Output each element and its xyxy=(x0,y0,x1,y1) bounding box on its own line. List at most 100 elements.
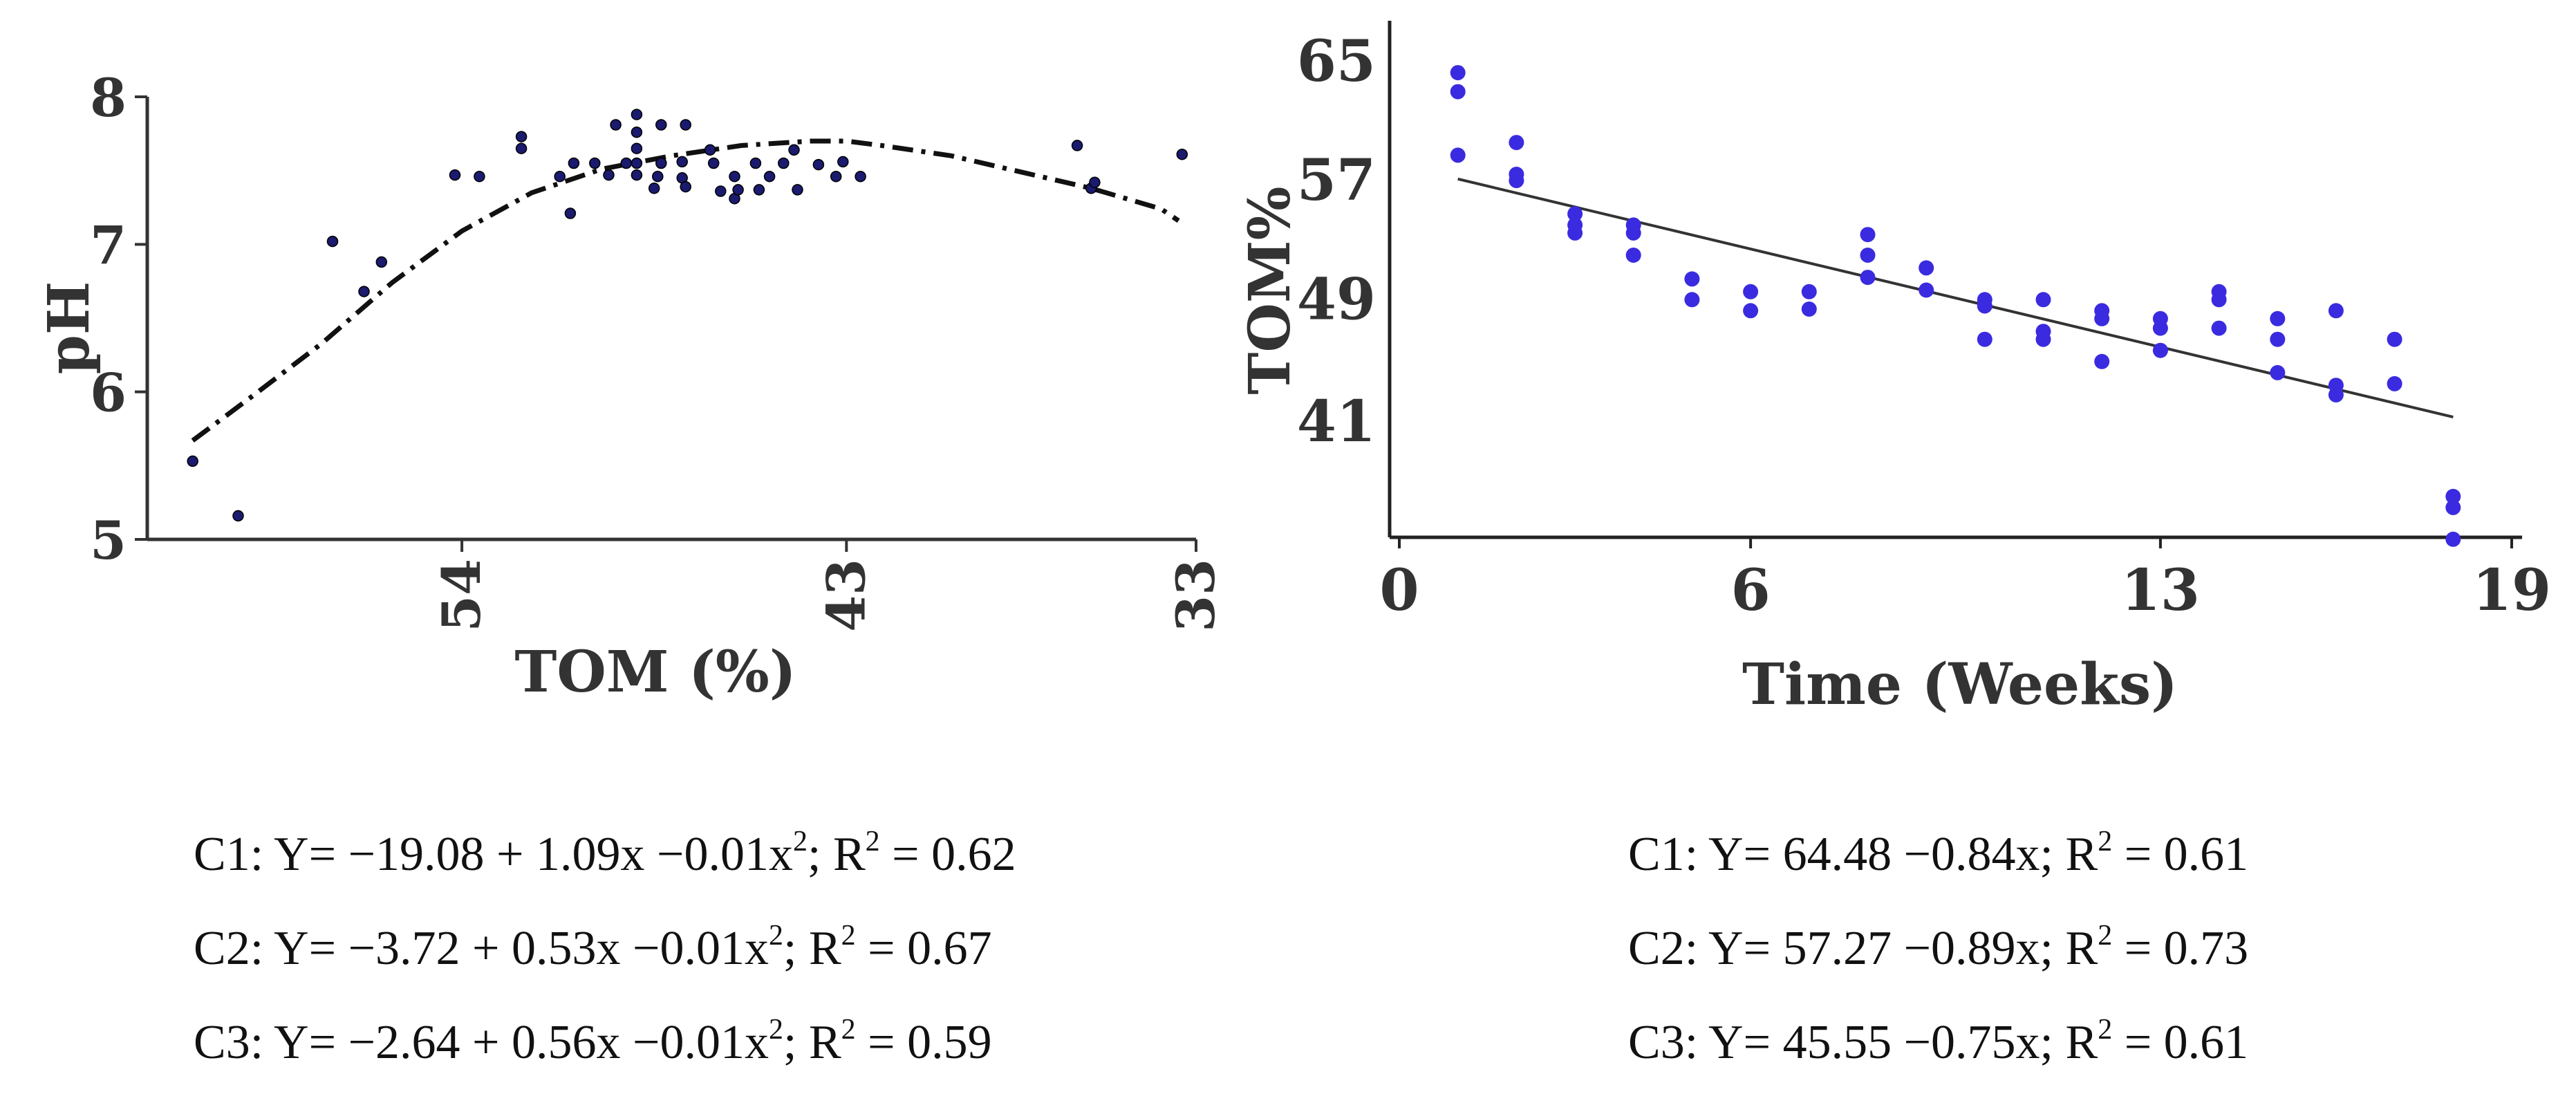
tom-y-axis-label: TOM% xyxy=(1237,186,1303,394)
tom-data-point xyxy=(2445,488,2461,504)
tom-equation-c2: C2: Y= 57.27 −0.89x; R2 = 0.73 xyxy=(1628,920,2249,975)
tom-data-point xyxy=(2211,292,2227,308)
ph-fit-curve xyxy=(191,138,1180,443)
ph-data-point xyxy=(704,144,716,156)
tom-x-tick-label: 6 xyxy=(1731,557,1771,624)
tom-data-point xyxy=(2152,320,2168,336)
ph-data-point xyxy=(232,510,244,522)
tom-equation-c3: C3: Y= 45.55 −0.75x; R2 = 0.61 xyxy=(1628,1014,2249,1069)
tom-data-point xyxy=(2211,320,2227,336)
ph-data-point xyxy=(631,169,643,181)
ph-data-point xyxy=(631,109,643,120)
ph-data-point xyxy=(729,170,740,183)
tom-data-point xyxy=(1919,260,1934,276)
tom-data-point xyxy=(2270,364,2286,380)
ph-equations: C1: Y= −19.08 + 1.09x −0.01x2; R2 = 0.62… xyxy=(194,808,1016,1090)
tom-x-tick-label: 0 xyxy=(1379,557,1419,624)
ph-data-point xyxy=(680,119,691,131)
ph-data-point xyxy=(837,156,849,168)
tom-x-ticks: 0 6 13 19 xyxy=(1379,537,2551,624)
tom-data-point xyxy=(2328,303,2344,319)
tom-data-point xyxy=(1450,147,1466,163)
ph-y-tick-label: 5 xyxy=(90,510,127,571)
ph-data-point xyxy=(753,184,765,196)
tom-data-point xyxy=(2387,331,2402,347)
tom-y-tick-label: 57 xyxy=(1297,147,1376,214)
tom-data-point xyxy=(1684,292,1700,308)
ph-data-point xyxy=(589,157,601,169)
ph-data-point xyxy=(812,158,825,171)
ph-y-tick-label: 6 xyxy=(90,362,127,424)
ph-data-point xyxy=(620,157,633,169)
ph-data-point xyxy=(515,131,528,142)
ph-data-point xyxy=(326,235,339,248)
ph-data-point xyxy=(554,170,566,183)
tom-data-point xyxy=(1860,248,1876,263)
ph-data-point xyxy=(358,286,370,297)
ph-data-point xyxy=(187,455,198,467)
ph-y-ticks: 8 7 6 5 xyxy=(90,67,147,571)
tom-data-point xyxy=(2445,531,2461,547)
ph-data-point xyxy=(749,157,762,169)
ph-data-points xyxy=(187,109,1188,522)
ph-data-point xyxy=(631,157,643,169)
ph-data-point xyxy=(1089,176,1101,188)
ph-data-point xyxy=(655,157,667,169)
tom-data-point xyxy=(1801,302,1817,317)
tom-data-point xyxy=(2035,331,2051,347)
ph-data-point xyxy=(1176,148,1188,160)
ph-x-axis-label: TOM (%) xyxy=(514,639,796,705)
tom-data-point xyxy=(1567,225,1583,241)
tom-data-point xyxy=(2387,376,2402,391)
tom-equations: C1: Y= 64.48 −0.84x; R2 = 0.61 C2: Y= 57… xyxy=(1628,808,2248,1090)
tom-y-ticks: 65 57 49 41 xyxy=(1297,28,1376,455)
ph-x-tick-label: 54 xyxy=(431,559,492,632)
ph-data-point xyxy=(375,256,388,268)
ph-data-point xyxy=(568,157,580,169)
tom-data-point xyxy=(1509,173,1524,189)
tom-data-point xyxy=(2094,353,2110,369)
ph-data-point xyxy=(792,184,803,196)
ph-data-point xyxy=(449,169,461,181)
tom-x-axis-label: Time (Weeks) xyxy=(1742,651,2178,718)
ph-data-point xyxy=(564,207,577,219)
tom-data-point xyxy=(1625,225,1641,241)
ph-data-point xyxy=(732,184,744,196)
ph-data-point xyxy=(855,170,866,183)
tom-data-point xyxy=(1509,135,1524,151)
tom-y-tick-label: 49 xyxy=(1297,266,1376,333)
tom-data-point xyxy=(1567,206,1583,222)
ph-x-tick-label: 33 xyxy=(1165,559,1226,632)
ph-data-point xyxy=(515,142,528,154)
tom-data-point xyxy=(1743,284,1759,299)
ph-x-ticks: 54 43 33 xyxy=(431,539,1226,632)
ph-data-point xyxy=(680,180,691,193)
ph-x-tick-label: 43 xyxy=(815,559,877,632)
tom-data-point xyxy=(1860,227,1876,243)
ph-data-point xyxy=(648,183,660,194)
ph-data-point xyxy=(631,142,643,154)
tom-y-tick-label: 41 xyxy=(1297,389,1376,455)
tom-data-point xyxy=(1684,271,1700,287)
ph-data-point xyxy=(474,170,485,183)
ph-data-point xyxy=(610,119,622,131)
tom-data-point xyxy=(1450,65,1466,81)
tom-data-point xyxy=(2270,310,2286,326)
ph-y-tick-label: 7 xyxy=(90,214,127,276)
tom-data-point xyxy=(1801,284,1817,299)
tom-data-point xyxy=(2270,331,2286,347)
tom-data-point xyxy=(1625,248,1641,263)
ph-data-point xyxy=(788,144,800,156)
ph-data-point xyxy=(830,170,842,183)
ph-fit-path xyxy=(191,138,1180,443)
tom-data-point xyxy=(2152,342,2168,358)
ph-data-point xyxy=(763,170,776,183)
tom-data-point xyxy=(2328,387,2344,402)
tom-equation-c1: C1: Y= 64.48 −0.84x; R2 = 0.61 xyxy=(1628,826,2249,881)
tom-data-point xyxy=(2035,292,2051,308)
tom-y-tick-label: 65 xyxy=(1297,28,1376,95)
tom-data-point xyxy=(2094,310,2110,326)
ph-data-point xyxy=(676,156,688,168)
tom-fit-path xyxy=(1457,177,2454,419)
